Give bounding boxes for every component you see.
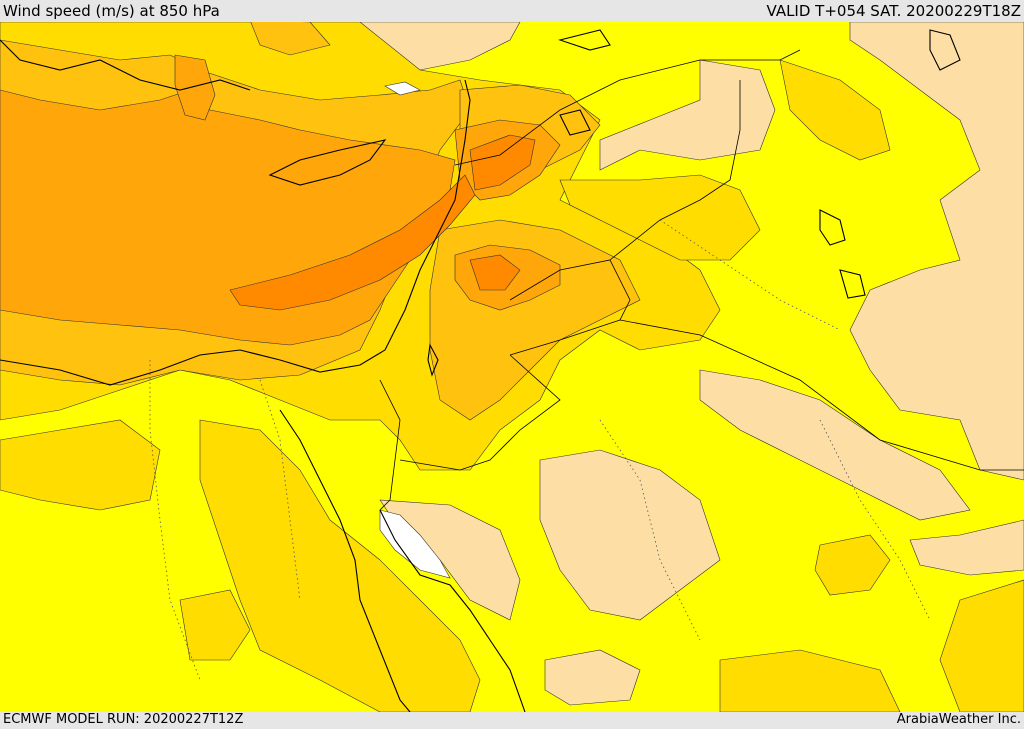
map-title: Wind speed (m/s) at 850 hPa xyxy=(3,2,220,20)
credit: ArabiaWeather Inc. xyxy=(896,712,1021,727)
coastlines xyxy=(0,29,961,712)
borders xyxy=(379,49,1024,511)
wind-band-dark-orange xyxy=(229,134,536,311)
wind-band-white xyxy=(379,81,451,579)
valid-time: VALID T+054 SAT. 20200229T18Z xyxy=(766,2,1021,20)
wind-speed-map xyxy=(0,22,1024,712)
map-header: Wind speed (m/s) at 850 hPa VALID T+054 … xyxy=(0,0,1024,22)
model-run: ECMWF MODEL RUN: 20200227T12Z xyxy=(3,712,244,727)
map-footer: ECMWF MODEL RUN: 20200227T12Z ArabiaWeat… xyxy=(0,712,1024,729)
internal-boundaries xyxy=(149,219,931,681)
